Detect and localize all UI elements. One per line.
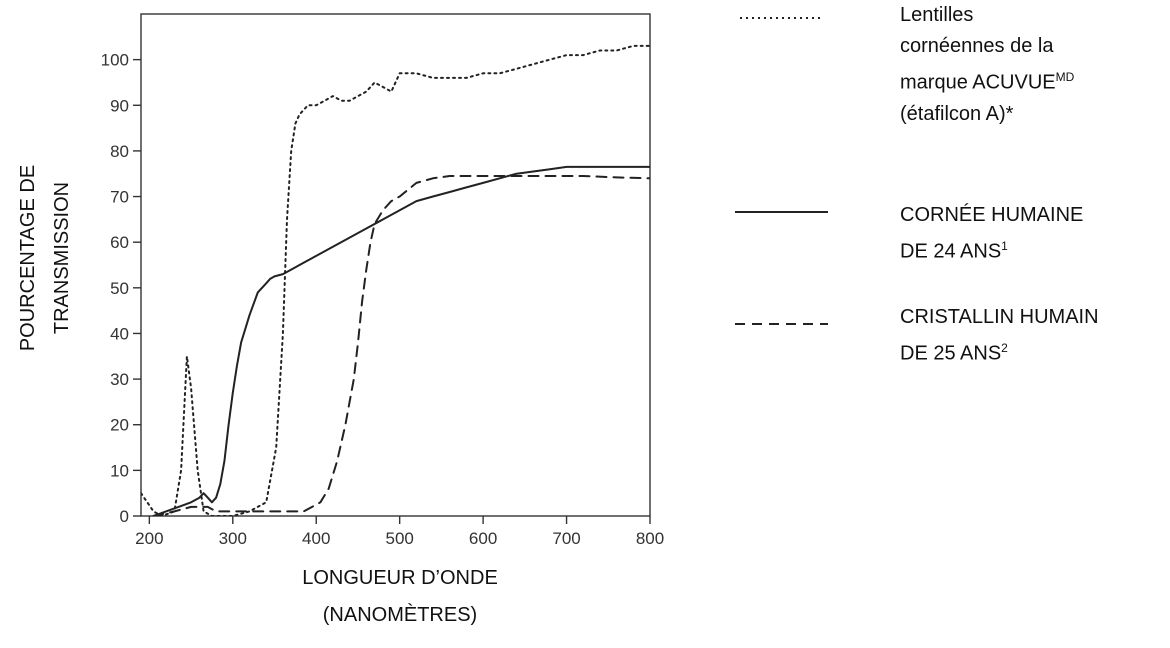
legend-label-text: marque ACUVUE xyxy=(900,71,1056,94)
y-tick-label: 0 xyxy=(120,507,129,526)
legend-label-superscript: MD xyxy=(1055,70,1075,84)
x-axis-label-line-1: LONGUEUR D’ONDE xyxy=(302,567,498,589)
y-tick-label: 10 xyxy=(110,461,129,480)
legend-label-text: cornéennes de la xyxy=(900,35,1054,57)
y-tick-label: 40 xyxy=(110,324,129,343)
legend-label-text: DE 25 ANS xyxy=(900,342,1002,365)
y-axis-label-line-1: POURCENTAGE DE xyxy=(17,165,39,351)
y-tick-label: 30 xyxy=(110,370,129,389)
series-line-solid xyxy=(152,165,650,516)
series-line-dotted xyxy=(141,44,650,516)
y-tick-label: 100 xyxy=(101,51,129,70)
x-tick-label: 800 xyxy=(636,529,664,548)
x-axis-label-line-2: (NANOMÈTRES) xyxy=(323,603,477,626)
x-tick-label: 300 xyxy=(219,529,247,548)
plot-border xyxy=(140,13,651,517)
x-tick-label: 700 xyxy=(552,529,580,548)
y-tick-label: 90 xyxy=(110,96,129,115)
legend-label-line: DE 25 ANS2 xyxy=(900,333,1099,370)
x-tick-label: 200 xyxy=(135,529,163,548)
x-tick-label: 600 xyxy=(469,529,497,548)
legend-swatch-dashed xyxy=(735,323,828,325)
x-tick-label: 500 xyxy=(385,529,413,548)
series-layer xyxy=(141,44,650,516)
plot-frame xyxy=(140,13,651,517)
legend-label-text: DE 24 ANS xyxy=(900,240,1002,263)
y-tick-label: 80 xyxy=(110,142,129,161)
legend-label: CORNÉE HUMAINE DE 24 ANS1 xyxy=(900,200,1083,268)
legend-label-line: cornéennes de la xyxy=(900,31,1074,62)
legend-label-text: CORNÉE HUMAINE xyxy=(900,204,1084,226)
legend-label: Lentilles cornéennes de la marque ACUVUEMD… xyxy=(900,0,1074,130)
legend-label-text: CRISTALLIN HUMAIN xyxy=(900,306,1099,328)
y-tick-label: 20 xyxy=(110,416,129,435)
legend-label: CRISTALLIN HUMAIN DE 25 ANS2 xyxy=(900,302,1099,370)
legend-label-line: marque ACUVUEMD xyxy=(900,62,1074,99)
legend-label-text: (étafilcon A)* xyxy=(900,102,1014,125)
x-tick-label: 400 xyxy=(302,529,330,548)
legend-label-line: (étafilcon A)* xyxy=(900,99,1074,130)
legend-label-line: CRISTALLIN HUMAIN xyxy=(900,302,1099,333)
legend-label-line: Lentilles xyxy=(900,0,1074,31)
x-axis: 200 300 400 500 600 700 800 xyxy=(135,516,664,548)
legend-swatch-dotted xyxy=(740,17,820,19)
legend-label-superscript: 1 xyxy=(1001,239,1008,253)
y-tick-label: 70 xyxy=(110,188,129,207)
legend-swatch-solid xyxy=(735,211,828,213)
legend-label-text: Lentilles xyxy=(900,4,974,26)
y-tick-label: 60 xyxy=(110,233,129,252)
y-axis: 0 10 20 30 40 50 60 70 80 90 100 xyxy=(101,51,141,526)
y-tick-label: 50 xyxy=(110,279,129,298)
legend-label-superscript: 2 xyxy=(1001,341,1008,355)
legend-label-line: DE 24 ANS1 xyxy=(900,231,1083,268)
y-axis-label-line-2: TRANSMISSION xyxy=(51,182,73,334)
series-line-dashed xyxy=(152,175,650,516)
legend-label-line: CORNÉE HUMAINE xyxy=(900,200,1083,231)
